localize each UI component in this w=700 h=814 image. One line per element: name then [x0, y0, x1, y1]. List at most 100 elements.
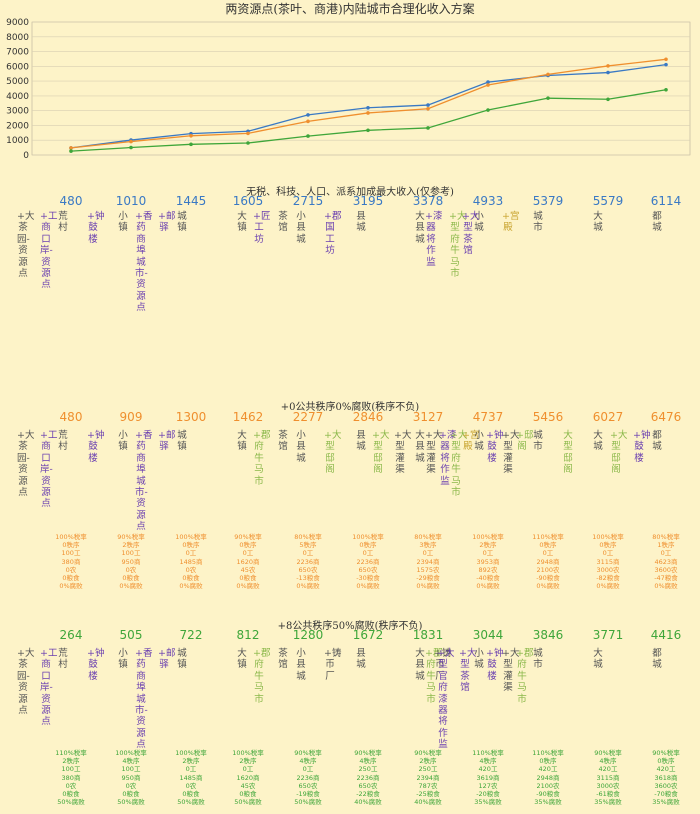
data-point	[306, 113, 310, 117]
stats-block: 90%税率 4秩序 0工 2236商 650农 -19粮食 50%腐败	[294, 749, 322, 807]
stats-block: 110%税率 4秩序 420工 3619商 127农 -20粮食 35%腐败	[472, 749, 504, 807]
data-point	[69, 149, 73, 153]
building-label: +大茶园-资源点	[17, 648, 35, 717]
y-tick-label: 7000	[6, 48, 29, 58]
building-label: 县城	[356, 648, 366, 671]
data-point	[606, 70, 610, 75]
building-label: +邸阁	[516, 430, 534, 453]
building-label: 城市	[533, 648, 543, 671]
building-label: +香药商埠城市-资源点	[135, 430, 153, 533]
y-tick-label: 3000	[6, 107, 29, 117]
data-point	[69, 146, 73, 150]
income-value: 1445	[175, 194, 207, 208]
income-value: 4416	[650, 628, 682, 642]
building-label: 小镇	[118, 211, 128, 234]
data-point	[366, 128, 370, 133]
y-tick-label: 0	[23, 151, 29, 161]
y-tick-label: 2000	[6, 121, 29, 131]
building-label: +郡国工坊	[324, 211, 342, 257]
data-point	[664, 57, 668, 62]
building-label: +香药商埠城市-资源点	[135, 211, 153, 314]
building-label: 小县城	[296, 211, 306, 245]
building-label: +大茶园-资源点	[17, 430, 35, 499]
building-label: 小城	[474, 430, 484, 453]
stats-block: 90%税率 2秩序 100工 950商 0农 0粮食 0%腐败	[117, 533, 145, 591]
data-point	[246, 141, 250, 145]
building-label: +工商口岸-资源点	[40, 211, 58, 291]
building-label: +大型邸阁	[372, 430, 390, 476]
data-point	[129, 139, 133, 144]
building-label: +大型官府漆器将作监	[437, 648, 455, 751]
y-tick-label: 1000	[6, 136, 29, 146]
building-label: 城市	[533, 430, 543, 453]
data-point	[606, 64, 610, 68]
data-point	[426, 103, 430, 107]
income-value: 6476	[650, 410, 682, 424]
income-value: 2277	[292, 410, 324, 424]
section-title: +8公共秩序50%腐败(秩序不负)	[277, 621, 423, 632]
building-label: 大镇	[237, 648, 247, 671]
stats-block: 100%税率 2秩序 0工 3953商 892农 -40粮食 0%腐败	[472, 533, 504, 591]
building-label: 荒村	[58, 211, 68, 234]
building-label: +大茶园-资源点	[17, 211, 35, 280]
stats-block: 80%税率 3秩序 0工 2394商 1575农 -29粮食 0%腐败	[414, 533, 442, 591]
building-label: 大型邸阁	[563, 430, 573, 476]
building-label: +钟鼓楼	[87, 430, 105, 464]
y-tick-label: 6000	[6, 62, 29, 72]
income-value: 1672	[352, 628, 384, 642]
income-value: 3044	[472, 628, 504, 642]
income-value: 6114	[650, 194, 682, 208]
building-label: +邮驿	[158, 430, 176, 453]
income-value: 3195	[352, 194, 384, 208]
building-label: +大型茶馆	[462, 211, 480, 257]
building-label: 县城	[356, 430, 366, 453]
stats-block: 90%税率 0秩序 0工 1620商 45农 0粮食 0%腐败	[234, 533, 262, 591]
building-label: 大镇	[237, 430, 247, 453]
building-label: +大型灌渠	[425, 430, 443, 476]
y-axis-ticks: 9000 8000 7000 6000 5000 4000 3000 2000 1000 0	[6, 18, 29, 161]
building-label: +大型灌渠	[502, 648, 520, 694]
building-label: 茶馆	[278, 648, 288, 671]
building-label: 小县城	[296, 430, 306, 464]
building-label: +漆器将作监	[425, 211, 443, 268]
building-label: 县城	[356, 211, 366, 234]
stats-block: 90%税率 0秩序 420工 3618商 3600农 -70粮食 35%腐败	[652, 749, 680, 807]
data-point	[546, 72, 550, 77]
data-point	[664, 62, 668, 67]
stats-block: 110%税率 0秩序 0工 2948商 2100农 -90粮食 0%腐败	[532, 533, 564, 591]
income-value: 505	[119, 628, 143, 642]
data-point	[189, 133, 193, 138]
building-label: +钟鼓楼	[87, 648, 105, 682]
income-value: 5456	[532, 410, 564, 424]
income-value: 909	[119, 410, 143, 424]
building-label: 小县城	[296, 648, 306, 682]
building-label: 荒村	[58, 648, 68, 671]
stats-block: 110%税率 0秩序 420工 2948商 2100农 -90粮食 35%腐败	[532, 749, 564, 807]
data-point	[426, 106, 430, 111]
data-point	[246, 131, 250, 136]
stats-block: 90%税率 4秩序 420工 3115商 3000农 -61粮食 35%腐败	[594, 749, 622, 807]
data-point	[366, 105, 370, 110]
building-label: 大县城	[415, 430, 425, 464]
building-label: 大城	[593, 211, 603, 234]
building-label: 大城	[593, 430, 603, 453]
building-label: 荒村	[58, 430, 68, 453]
building-label: +漆器将作监	[439, 430, 457, 487]
building-label: +大型灌渠	[394, 430, 412, 476]
building-label: +宫殿	[462, 430, 480, 453]
data-point	[606, 97, 610, 102]
building-label: +钟鼓楼	[486, 430, 504, 464]
building-label: 都城	[652, 648, 662, 671]
stats-block: 80%税率 5秩序 0工 2236商 650农 -13粮食 0%腐败	[294, 533, 322, 591]
stats-block: 100%税率 2秩序 0工 1620商 45农 0粮食 50%腐败	[232, 749, 264, 807]
income-value: 480	[59, 410, 83, 424]
data-point	[486, 108, 490, 112]
data-point	[486, 80, 490, 84]
building-label: 小城	[474, 211, 484, 234]
y-tick-label: 5000	[6, 77, 29, 87]
building-label: 城市	[533, 211, 543, 234]
building-label: +香药商埠城市-资源点	[135, 648, 153, 751]
building-label: 城镇	[177, 211, 187, 234]
